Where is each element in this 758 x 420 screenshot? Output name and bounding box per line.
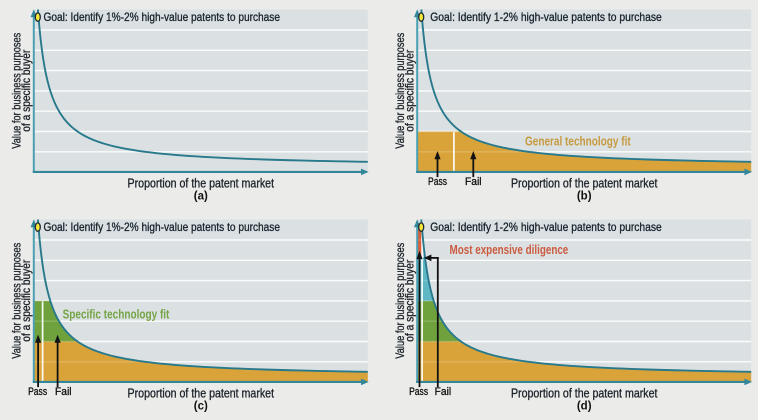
svg-text:Fail: Fail [465, 176, 482, 188]
svg-text:Pass: Pass [409, 386, 428, 398]
svg-text:Fail: Fail [55, 386, 72, 398]
svg-text:Goal: Identify 1%-2% high-valu: Goal: Identify 1%-2% high-value patents … [44, 10, 281, 24]
svg-text:(b): (b) [577, 191, 592, 203]
svg-text:General technology fit: General technology fit [525, 135, 631, 149]
svg-text:Fail: Fail [435, 386, 452, 398]
svg-text:Proportion of the patent marke: Proportion of the patent market [511, 387, 658, 401]
svg-text:of a specific buyer: of a specific buyer [403, 260, 417, 342]
svg-text:Goal: Identify 1-2% high-value: Goal: Identify 1-2% high-value patents t… [430, 220, 662, 234]
svg-text:(a): (a) [194, 191, 208, 203]
svg-text:Specific technology fit: Specific technology fit [63, 308, 170, 322]
svg-text:Pass: Pass [28, 386, 47, 398]
svg-text:Goal: Identify 1-2% high-value: Goal: Identify 1-2% high-value patents t… [430, 10, 662, 24]
svg-text:of a specific buyer: of a specific buyer [19, 260, 33, 342]
svg-text:Proportion of the patent marke: Proportion of the patent market [128, 387, 275, 401]
svg-text:Value for business purposes: Value for business purposes [393, 243, 407, 359]
svg-text:Proportion of the patent marke: Proportion of the patent market [128, 177, 275, 191]
svg-text:Goal: Identify 1%-2% high-valu: Goal: Identify 1%-2% high-value patents … [44, 220, 281, 234]
svg-text:(c): (c) [194, 401, 208, 413]
svg-text:Value for business purposes: Value for business purposes [10, 243, 24, 359]
svg-text:of a specific buyer: of a specific buyer [19, 50, 33, 132]
svg-text:Value for business purposes: Value for business purposes [10, 33, 24, 149]
svg-text:Value for business purposes: Value for business purposes [393, 33, 407, 149]
svg-text:of a specific buyer: of a specific buyer [403, 50, 417, 132]
svg-text:Most expensive diligence: Most expensive diligence [450, 243, 569, 257]
svg-text:(d): (d) [577, 401, 592, 413]
svg-text:Pass: Pass [428, 176, 447, 188]
svg-text:Proportion of the patent marke: Proportion of the patent market [511, 177, 658, 191]
